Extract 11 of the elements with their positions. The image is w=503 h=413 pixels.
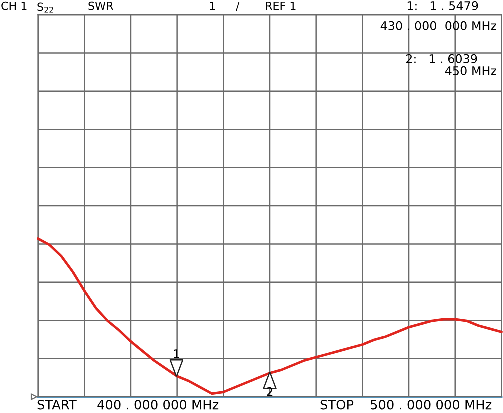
text: START: [38, 400, 77, 410]
text: /: [236, 2, 240, 12]
text: 400 . 000 000 MHz: [98, 400, 219, 410]
text: SWR: [88, 2, 114, 10]
text: 1: [210, 2, 216, 10]
text: REF 1: [266, 2, 296, 10]
text: 500 . 000 000 MHz: [370, 400, 492, 410]
text: CH 1: [2, 2, 27, 10]
text: STOP: [320, 400, 354, 410]
text: 1: 1 . 5479: [408, 1, 478, 10]
text: S$_{22}$: [38, 2, 54, 13]
